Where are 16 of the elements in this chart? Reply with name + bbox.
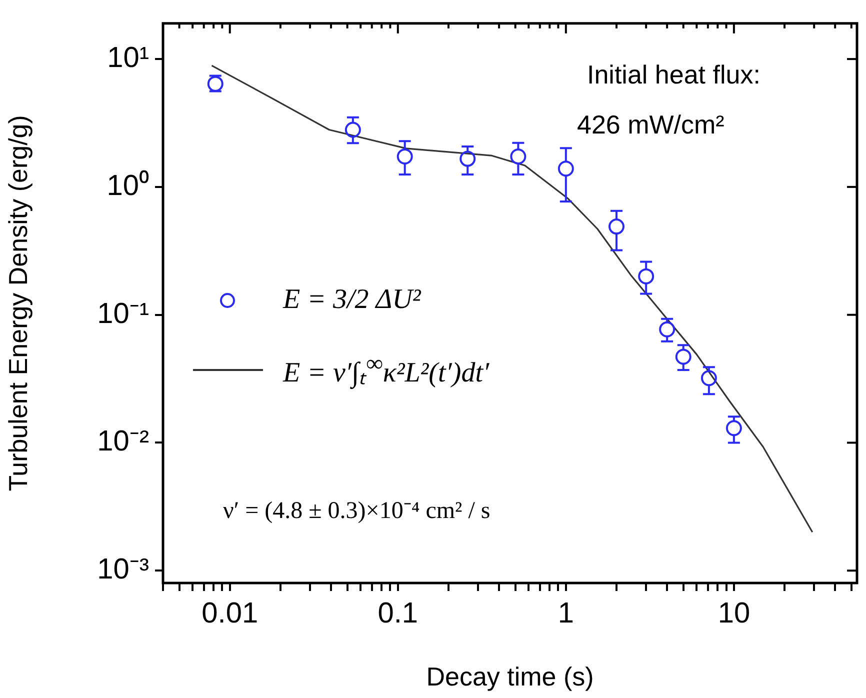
x-tick-label: 0.1: [378, 597, 418, 630]
y-tick-label: 10⁻³: [97, 554, 150, 586]
y-tick-label: 10⁻²: [97, 426, 150, 458]
annotation: Initial heat flux:: [587, 59, 760, 90]
annotation: ν′ = (4.8 ± 0.3)×10⁻⁴ cm² / s: [223, 498, 490, 524]
y-tick-label: 10¹: [107, 42, 150, 74]
y-tick-label: 10⁻¹: [97, 298, 150, 330]
x-tick-label: 0.01: [202, 597, 258, 630]
x-tick-label: 10: [718, 597, 750, 630]
y-axis-title: Turbulent Energy Density (erg/g): [2, 115, 33, 492]
legend-label: E = ν′∫ₜ$^{∞}$κ²L²(t′)dt′: [283, 350, 490, 390]
x-tick-label: 1: [558, 597, 574, 630]
x-axis-title: Decay time (s): [426, 662, 594, 692]
y-tick-label: 10⁰: [106, 170, 149, 202]
legend-label: E = 3/2 ΔU²: [283, 284, 421, 316]
annotation: 426 mW/cm²: [577, 109, 725, 140]
